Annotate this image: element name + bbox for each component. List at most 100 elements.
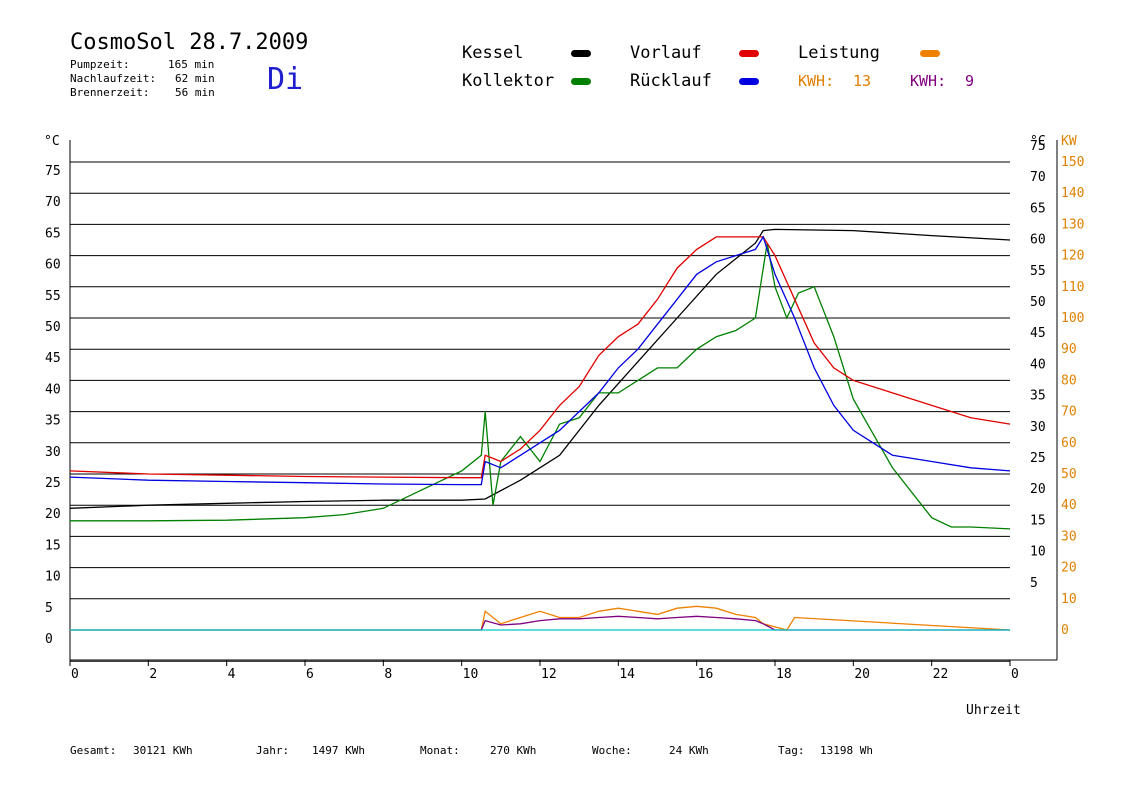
x-tick-label: 16 [698,667,714,682]
y-tick-label-left: 20 [45,507,61,522]
footer-tag-label: Tag: [778,744,805,757]
y-tick-label-right: 75 [1030,139,1046,154]
brenner-time-label: Brennerzeit: [70,86,150,99]
y-tick-label-power: 0 [1061,623,1069,638]
footer-woche-label: Woche: [592,744,632,757]
y-tick-label-left: 35 [45,414,61,429]
x-tick-label: 8 [384,667,392,682]
y-tick-label-right: 30 [1030,420,1046,435]
y-tick-label-left: 15 [45,538,61,553]
y-tick-label-left: 70 [45,195,61,210]
y-tick-label-right: 55 [1030,264,1046,279]
legend-kessel-swatch [571,50,591,57]
series-line [69,235,1011,486]
y-tick-label-power: 120 [1061,249,1084,264]
y-tick-label-power: 80 [1061,373,1077,388]
y-tick-label-right: 45 [1030,326,1046,341]
y-tick-label-right: 70 [1030,170,1046,185]
y-tick-label-right: 40 [1030,357,1046,372]
legend-ruecklauf-swatch [739,78,759,85]
y-tick-label-left: 60 [45,258,61,273]
y-tick-label-right: 20 [1030,482,1046,497]
x-axis-label: Uhrzeit [966,703,1021,718]
x-tick-label: 22 [933,667,949,682]
x-tick-label: 12 [541,667,557,682]
y-tick-label-power: 100 [1061,311,1084,326]
y-tick-label-power: 130 [1061,217,1084,232]
y-tick-label-right: 25 [1030,451,1046,466]
y-tick-label-left: 30 [45,445,61,460]
y-tick-label-right: 50 [1030,295,1046,310]
y-tick-label-power: 110 [1061,280,1084,295]
y-tick-label-power: 90 [1061,342,1077,357]
kwh1-value: 13 [853,72,872,90]
y-tick-label-power: 10 [1061,592,1077,607]
y-tick-label-power: 140 [1061,186,1084,201]
x-tick-label: 20 [854,667,870,682]
y-tick-label-power: 150 [1061,155,1084,170]
x-tick-label: 14 [619,667,635,682]
y-axis-unit-power: KW [1061,134,1077,149]
y-tick-label-left: 50 [45,320,61,335]
series-line [70,605,1011,631]
series-line [70,242,1011,530]
legend-kollektor-swatch [571,78,591,85]
nachlauf-time-value: 62 min [175,72,215,85]
footer-gesamt-value: 30121 KWh [133,744,193,757]
y-tick-label-right: 10 [1030,545,1046,560]
y-tick-label-left: 10 [45,570,61,585]
legend-leistung-label: Leistung [798,43,880,63]
legend-kollektor-label: Kollektor [462,71,555,91]
y-tick-label-left: 40 [45,382,61,397]
legend-vorlauf-label: Vorlauf [630,43,702,63]
y-tick-label-power: 40 [1061,498,1077,513]
nachlauf-time-label: Nachlaufzeit: [70,72,157,85]
pump-time-value: 165 min [168,58,215,71]
weekday-label: Di [267,62,304,97]
kwh1-label: KWH: [798,72,835,90]
x-tick-label: 4 [228,667,236,682]
y-tick-label-power: 70 [1061,405,1077,420]
x-tick-label: 2 [149,667,157,682]
footer-woche-value: 24 KWh [669,744,709,757]
series-line [69,228,1011,509]
series-line [69,236,1011,479]
y-tick-label-right: 5 [1030,576,1038,591]
x-tick-label: 10 [463,667,479,682]
x-tick-label: 0 [1011,667,1019,682]
y-tick-label-power: 30 [1061,529,1077,544]
y-axis-unit-right: °C [1030,134,1046,149]
legend-kessel-label: Kessel [462,43,524,63]
kwh2-label: KWH: [910,72,947,90]
footer-monat-label: Monat: [420,744,460,757]
x-tick-label: 0 [71,667,79,682]
y-tick-label-left: 5 [45,601,53,616]
brenner-time-value: 56 min [175,86,215,99]
footer-monat-value: 270 KWh [490,744,537,757]
kwh2-value: 9 [965,72,975,90]
legend-ruecklauf-label: Rücklauf [630,71,712,91]
y-tick-label-right: 35 [1030,389,1046,404]
y-tick-label-left: 65 [45,226,61,241]
y-tick-label-power: 60 [1061,436,1077,451]
y-tick-label-left: 45 [45,351,61,366]
x-tick-label: 6 [306,667,314,682]
y-tick-label-left: 25 [45,476,61,491]
y-tick-label-right: 15 [1030,513,1046,528]
y-tick-label-right: 65 [1030,201,1046,216]
legend-vorlauf-swatch [739,50,759,57]
footer-jahr-label: Jahr: [256,744,290,757]
y-axis-unit-left: °C [44,134,60,149]
y-tick-label-left: 55 [45,289,61,304]
x-tick-label: 18 [776,667,792,682]
y-tick-label-power: 20 [1061,561,1077,576]
pump-time-label: Pumpzeit: [70,58,130,71]
y-tick-label-power: 50 [1061,467,1077,482]
legend-leistung-swatch [920,50,940,57]
chart-title: CosmoSol 28.7.2009 [70,30,309,55]
series-line [70,615,1010,631]
y-tick-label-right: 60 [1030,233,1046,248]
y-tick-label-left: 75 [45,164,61,179]
footer-jahr-value: 1497 KWh [312,744,365,757]
